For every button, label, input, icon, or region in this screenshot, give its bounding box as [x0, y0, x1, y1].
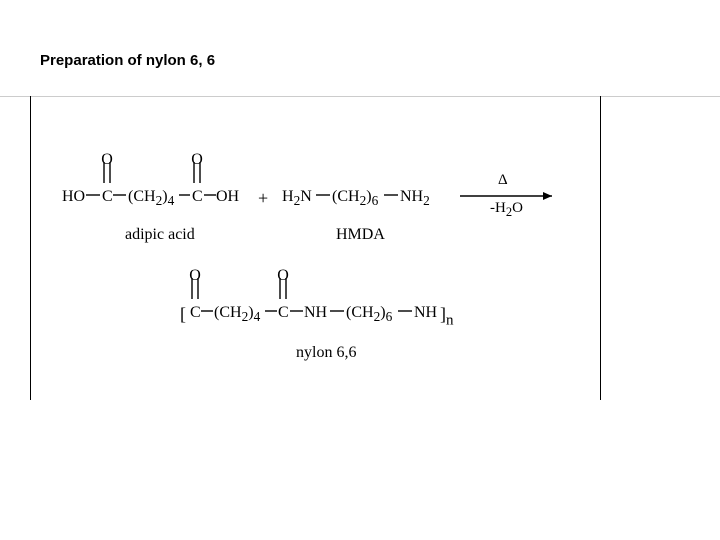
hmda-label: HMDA [336, 226, 385, 244]
delta-symbol: Δ [498, 172, 508, 189]
plus-sign: + [258, 188, 268, 209]
hmda-ch2-6: (CH2)6 [332, 188, 378, 209]
prod-lbracket: [ [180, 304, 186, 325]
prod-c1: C [190, 304, 201, 322]
adipic-ch2-4: (CH2)4 [128, 188, 174, 209]
page-title: Preparation of nylon 6, 6 [40, 52, 215, 69]
adipic-ho: HO [62, 188, 85, 206]
hmda-nh2: NH2 [400, 188, 430, 209]
hmda-h2n: H2N [282, 188, 312, 209]
bond-overlay-svg: O O O O [0, 0, 720, 540]
prod-ch2-6: (CH2)6 [346, 304, 392, 325]
adipic-label: adipic acid [125, 226, 195, 244]
minus-h2o: -H2O [490, 200, 523, 220]
title-divider [0, 96, 720, 97]
adipic-c2: C [192, 188, 203, 206]
product-label: nylon 6,6 [296, 344, 356, 362]
svg-text:O: O [101, 151, 113, 168]
svg-text:O: O [277, 267, 289, 284]
prod-nh2: NH [414, 304, 437, 322]
svg-text:O: O [189, 267, 201, 284]
adipic-oh: OH [216, 188, 239, 206]
prod-ch2-4: (CH2)4 [214, 304, 260, 325]
adipic-c1: C [102, 188, 113, 206]
prod-c2: C [278, 304, 289, 322]
svg-text:O: O [191, 151, 203, 168]
left-frame-rule [30, 96, 31, 400]
right-frame-rule [600, 96, 601, 400]
prod-rbracket: ]n [440, 304, 454, 330]
prod-nh1: NH [304, 304, 327, 322]
